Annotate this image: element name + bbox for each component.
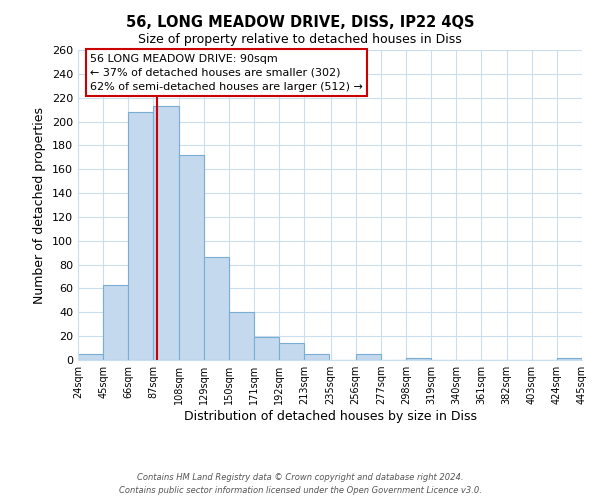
Bar [128,112,154,360]
X-axis label: Distribution of detached houses by size in Diss: Distribution of detached houses by size … [184,410,476,423]
Y-axis label: Number of detached properties: Number of detached properties [34,106,46,304]
Text: Size of property relative to detached houses in Diss: Size of property relative to detached ho… [138,32,462,46]
Text: 56, LONG MEADOW DRIVE, DISS, IP22 4QS: 56, LONG MEADOW DRIVE, DISS, IP22 4QS [126,15,474,30]
Bar [103,285,128,360]
Text: Contains HM Land Registry data © Crown copyright and database right 2024.
Contai: Contains HM Land Registry data © Crown c… [119,474,481,495]
Bar [154,106,179,360]
Bar [229,312,254,360]
Bar [179,155,204,360]
Bar [356,354,381,360]
Bar [279,344,304,360]
Bar [254,338,279,360]
Bar [304,354,329,360]
Bar [78,354,103,360]
Text: 56 LONG MEADOW DRIVE: 90sqm
← 37% of detached houses are smaller (302)
62% of se: 56 LONG MEADOW DRIVE: 90sqm ← 37% of det… [90,54,363,92]
Bar [557,358,582,360]
Bar [204,258,229,360]
Bar [406,358,431,360]
